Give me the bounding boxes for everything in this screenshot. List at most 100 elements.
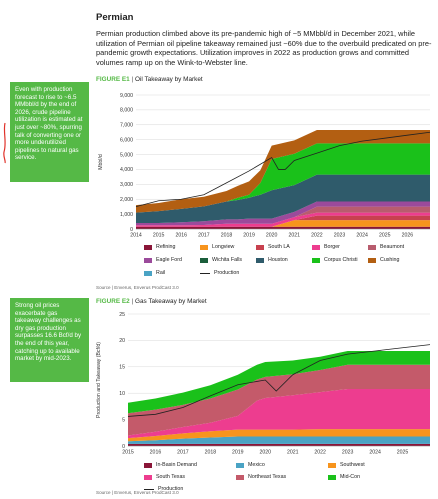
legend-swatch	[328, 462, 336, 468]
legend-item-in-basin-demand: In-Basin Demand	[144, 462, 197, 468]
area-south-la	[136, 215, 430, 227]
legend-item-northeast-texas: Northeast Texas	[236, 474, 286, 480]
y-tick-label: 10	[119, 391, 125, 397]
production-line	[127, 344, 431, 417]
x-tick-label: 2025	[397, 450, 409, 456]
x-tick-label: 2023	[334, 233, 346, 239]
area-houston	[136, 174, 430, 224]
figure-e1-number: FIGURE E1	[96, 76, 130, 83]
figure-e2-title: FIGURE E2 | Gas Takeaway by Market	[96, 298, 207, 305]
legend-item-eagle-ford: Eagle Ford	[144, 257, 182, 263]
x-tick-label: 2023	[342, 450, 354, 456]
legend-label: Mexico	[248, 462, 265, 468]
legend-item-wichita-falls: Wichita Falls	[200, 257, 242, 263]
x-tick-label: 2019	[243, 233, 255, 239]
x-tick-label: 2014	[130, 233, 142, 239]
legend-swatch	[144, 474, 152, 480]
legend-swatch	[144, 462, 152, 468]
legend-item-beaumont: Beaumont	[368, 244, 404, 250]
area-beaumont	[136, 206, 430, 226]
legend-swatch	[236, 462, 244, 468]
area-southwest	[128, 429, 430, 442]
callout-gas: Strong oil prices exacerbate gas takeawa…	[10, 298, 89, 382]
legend-swatch	[200, 244, 208, 250]
legend-label: Production	[158, 486, 184, 492]
legend-swatch	[200, 272, 210, 274]
red-annotation-mark	[3, 122, 6, 164]
legend-label: Northeast Texas	[248, 474, 287, 480]
y-tick-label: 15	[119, 365, 125, 371]
x-tick-label: 2018	[205, 450, 217, 456]
legend-swatch	[328, 474, 336, 480]
legend-swatch	[236, 474, 244, 480]
legend-item-cushing: Cushing	[368, 257, 399, 263]
legend-label: Southwest	[340, 462, 365, 468]
y-tick-label: 2,000	[120, 197, 133, 203]
section-title: Permian	[96, 12, 134, 23]
production-line	[135, 131, 431, 208]
legend-label: Longview	[212, 244, 235, 250]
legend-swatch	[144, 270, 152, 276]
y-tick-label: 5	[122, 417, 125, 423]
y-tick-label: 20	[119, 338, 125, 344]
legend-item-production: Production	[200, 270, 239, 276]
y-tick-label: 9,000	[120, 93, 133, 99]
legend-swatch	[256, 244, 264, 250]
figure-e2-source: Source | Enverus, Enverus ProdCast 3.0	[96, 490, 179, 495]
x-tick-label: 2020	[266, 233, 278, 239]
callout-oil: Even with production forecast to rise to…	[10, 82, 89, 182]
legend-swatch	[312, 257, 320, 263]
legend-label: Refining	[156, 244, 176, 250]
area-eagle-ford	[136, 201, 430, 226]
area-longview	[136, 220, 430, 227]
y-tick-label: 6,000	[120, 137, 133, 143]
y-tick-label: 5,000	[120, 152, 133, 158]
x-tick-label: 2024	[356, 233, 368, 239]
legend-label: Mid-Con	[340, 474, 361, 480]
x-tick-label: 2017	[198, 233, 210, 239]
x-tick-label: 2019	[232, 450, 244, 456]
area-mexico	[128, 436, 430, 444]
area-northeast-texas	[128, 364, 430, 436]
legend-label: Production	[214, 270, 240, 276]
legend-item-production: Production	[144, 486, 183, 492]
legend-label: Eagle Ford	[156, 257, 182, 263]
figure-e1-source: Source | Enverus, Enverus ProdCast 3.0	[96, 285, 179, 290]
legend-label: Houston	[268, 257, 288, 263]
legend-item-south-la: South LA	[256, 244, 290, 250]
y-tick-label: 1,000	[120, 212, 133, 218]
legend-swatch	[144, 244, 152, 250]
area-mid-con	[128, 350, 430, 414]
legend-swatch	[144, 488, 154, 490]
x-tick-label: 2021	[287, 450, 299, 456]
area-south-texas	[128, 388, 430, 439]
legend-label: Beaumont	[380, 244, 405, 250]
legend-item-south-texas: South Texas	[144, 474, 185, 480]
x-tick-label: 2020	[259, 450, 271, 456]
x-tick-label: 2015	[122, 450, 134, 456]
y-tick-label: 8,000	[120, 108, 133, 114]
figure-e1-caption: Oil Takeaway by Market	[134, 76, 203, 83]
y-tick-label: 0	[122, 444, 125, 450]
legend-swatch	[144, 257, 152, 263]
oil-chart-legend: Refining Longview South LA Borger Beaumont Ea…	[96, 244, 436, 284]
legend-item-houston: Houston	[256, 257, 288, 263]
area-borger	[136, 212, 430, 227]
x-tick-label: 2026	[402, 233, 414, 239]
y-tick-label: 0	[130, 227, 133, 233]
legend-label: Cushing	[380, 257, 400, 263]
legend-item-corpus-christi: Corpus Christi	[312, 257, 358, 263]
area-corpus-christi	[136, 143, 430, 213]
x-tick-label: 2016	[175, 233, 187, 239]
legend-label: Rail	[156, 270, 166, 276]
legend-label: In-Basin Demand	[156, 462, 197, 468]
legend-item-mid-con: Mid-Con	[328, 474, 360, 480]
oil-takeaway-chart: 0 1,000 2,000 3,000 4,000 5,000 6,000 7,000 8,00…	[98, 93, 431, 239]
legend-label: South LA	[268, 244, 290, 250]
legend-item-mexico: Mexico	[236, 462, 265, 468]
lead-paragraph: Permian production climbed above its pre…	[96, 29, 432, 67]
legend-label: Borger	[324, 244, 340, 250]
x-tick-label: 2022	[311, 233, 323, 239]
figure-e1-title: FIGURE E1 | Oil Takeaway by Market	[96, 76, 203, 83]
